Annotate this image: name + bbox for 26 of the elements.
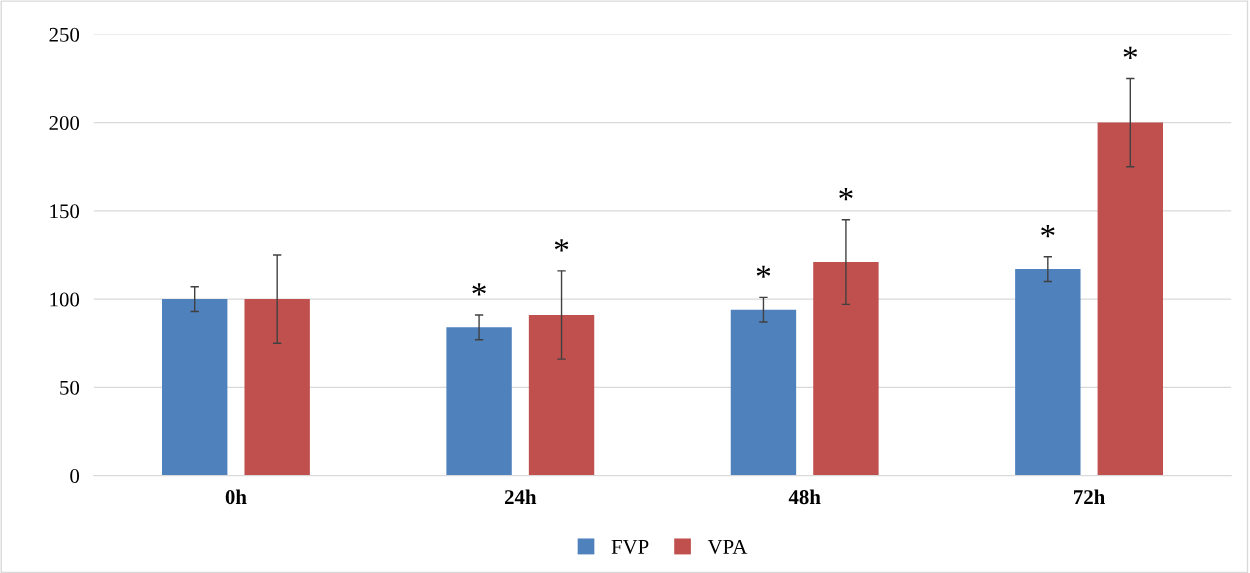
data-label: * [756, 265, 771, 278]
x-tick-label: 0h [225, 489, 247, 505]
y-tick-label: 250 [49, 27, 80, 42]
bar [446, 327, 512, 476]
data-label: * [839, 187, 853, 201]
bar [162, 299, 228, 476]
y-tick-label: 150 [50, 204, 80, 219]
x-tick-label: 48h [788, 489, 821, 505]
bar [244, 299, 310, 476]
data-label: * [1123, 46, 1138, 60]
y-tick-label: 50 [60, 380, 80, 395]
data-label: * [472, 283, 486, 296]
legend-label: FVP [611, 540, 649, 554]
y-tick-label: 100 [50, 292, 80, 307]
x-tick-label: 24h [504, 489, 537, 504]
bar [1015, 269, 1081, 476]
data-label: * [554, 239, 569, 252]
legend-label: VPA [707, 539, 748, 554]
bar [528, 314, 595, 476]
bar [813, 262, 879, 476]
bar [1097, 122, 1163, 476]
y-tick-label: 0 [70, 468, 80, 484]
x-tick-label: 72h [1074, 489, 1105, 504]
bar [730, 309, 797, 476]
data-label: * [1041, 225, 1055, 238]
y-tick-label: 200 [49, 116, 80, 131]
